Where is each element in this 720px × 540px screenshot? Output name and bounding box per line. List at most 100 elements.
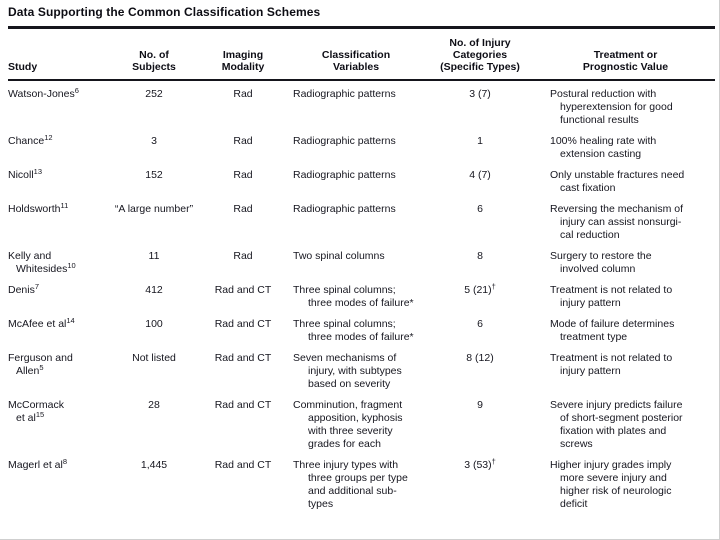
study-name: Denis xyxy=(8,284,35,296)
study-cell: Nicoll13 xyxy=(8,167,110,203)
modality-cell: Rad and CT xyxy=(214,352,272,364)
classification-cell: Seven mechanisms of injury, with subtype… xyxy=(293,352,402,390)
classification-cell: Two spinal columns xyxy=(293,250,385,262)
study-name: Kelly and Whitesides xyxy=(8,250,68,275)
study-cell: Kelly and Whitesides10 xyxy=(8,250,110,284)
categories-value: 8 (12) xyxy=(466,352,494,364)
subjects-cell: 100 xyxy=(145,318,163,330)
treatment-cell: Treatment is not related to injury patte… xyxy=(550,352,673,377)
categories-value: 6 xyxy=(477,203,483,215)
treatment-cell: Postural reduction with hyperextension f… xyxy=(550,88,673,126)
study-name: Holdsworth xyxy=(8,203,61,215)
modality-cell: Rad xyxy=(233,250,253,262)
treatment-cell: Mode of failure determines treatment typ… xyxy=(550,318,675,343)
classification-cell: Radiographic patterns xyxy=(293,203,396,215)
categories-cell: 4 (7) xyxy=(424,169,536,203)
treatment-cell: Surgery to restore the involved column xyxy=(550,250,652,275)
subjects-cell: 11 xyxy=(148,250,160,262)
table-row: Holdsworth11 “A large number” Rad Radiograp… xyxy=(8,201,715,250)
table-row: Chance12 3 Rad Radiographic patterns 1 100% h… xyxy=(8,133,715,169)
study-name: Watson-Jones xyxy=(8,88,75,100)
modality-cell: Rad and CT xyxy=(214,399,272,411)
categories-value: 3 (7) xyxy=(469,88,491,100)
subjects-cell: 28 xyxy=(148,399,160,411)
subjects-cell: “A large number” xyxy=(114,203,194,215)
study-ref: 11 xyxy=(60,201,69,210)
table-row: Kelly and Whitesides10 11 Rad Two spinal co… xyxy=(8,250,715,284)
table-row: Watson-Jones6 252 Rad Radiographic patterns… xyxy=(8,80,715,135)
study-ref: 15 xyxy=(35,410,45,419)
subjects-cell: Not listed xyxy=(132,352,176,364)
treatment-cell: Treatment is not related to injury patte… xyxy=(550,284,673,309)
categories-value: 6 xyxy=(477,318,483,330)
table-row: Magerl et al8 1,445 Rad and CT Three injury… xyxy=(8,457,715,519)
categories-ref: † xyxy=(491,457,496,466)
study-name: Magerl et al xyxy=(8,459,63,471)
categories-cell: 6 xyxy=(424,318,536,352)
col-header-treatment: Treatment or Prognostic Value xyxy=(536,29,715,81)
categories-value: 8 xyxy=(477,250,483,262)
subjects-cell: 1,445 xyxy=(140,459,168,471)
table-row: Denis7 412 Rad and CT Three spinal columns;… xyxy=(8,282,715,318)
col-header-classification: Classification Variables xyxy=(288,29,424,81)
study-cell: Watson-Jones6 xyxy=(8,80,110,135)
study-name: McCormack et al xyxy=(8,399,65,424)
treatment-cell: Severe injury predicts failure of short-… xyxy=(550,399,683,450)
categories-value: 9 xyxy=(477,399,483,411)
categories-cell: 3 (53)† xyxy=(424,457,536,519)
classification-cell: Radiographic patterns xyxy=(293,88,396,100)
modality-cell: Rad and CT xyxy=(214,318,272,330)
categories-value: 1 xyxy=(477,135,483,147)
study-cell: Denis7 xyxy=(8,282,110,318)
categories-cell: 5 (21)† xyxy=(424,283,536,318)
study-ref: 13 xyxy=(33,167,43,176)
table-row: McAfee et al14 100 Rad and CT Three spinal … xyxy=(8,316,715,352)
treatment-cell: Only unstable fractures need cast fixati… xyxy=(550,169,685,194)
modality-cell: Rad xyxy=(233,135,253,147)
table-row: Nicoll13 152 Rad Radiographic patterns 4 (7)… xyxy=(8,167,715,203)
study-name: McAfee et al xyxy=(8,318,67,330)
col-header-subjects: No. of Subjects xyxy=(110,29,198,81)
study-ref: 5 xyxy=(39,363,44,372)
study-ref: 12 xyxy=(44,133,53,142)
classification-cell: Three spinal columns; three modes of fai… xyxy=(293,318,414,343)
classification-cell: Comminution, fragment apposition, kyphos… xyxy=(293,399,403,450)
study-name: Ferguson and Allen xyxy=(8,352,73,377)
study-cell: Ferguson and Allen5 xyxy=(8,352,110,399)
classification-cell: Three spinal columns; three modes of fai… xyxy=(293,284,414,309)
classification-cell: Radiographic patterns xyxy=(293,135,396,147)
categories-cell: 3 (7) xyxy=(424,80,536,135)
col-header-categories: No. of Injury Categories (Specific Types… xyxy=(424,29,536,81)
modality-cell: Rad xyxy=(233,203,253,215)
study-ref: 6 xyxy=(74,86,79,95)
study-ref: 14 xyxy=(66,316,75,325)
treatment-cell: Reversing the mechanism of injury can as… xyxy=(550,203,684,241)
modality-cell: Rad xyxy=(233,88,253,100)
study-ref: 8 xyxy=(62,457,68,466)
categories-cell: 9 xyxy=(424,399,536,459)
modality-cell: Rad and CT xyxy=(214,284,272,296)
categories-cell: 6 xyxy=(424,203,536,250)
study-name: Nicoll xyxy=(8,169,34,181)
subjects-cell: 3 xyxy=(151,135,157,147)
classification-cell: Radiographic patterns xyxy=(293,169,396,181)
study-ref: 10 xyxy=(67,261,76,270)
table-title: Data Supporting the Common Classificatio… xyxy=(8,5,321,19)
categories-value: 4 (7) xyxy=(469,169,491,181)
modality-cell: Rad and CT xyxy=(214,459,272,471)
classification-table: Study No. of Subjects Imaging Modality C… xyxy=(8,29,715,519)
subjects-cell: 152 xyxy=(145,169,163,181)
header-row: Study No. of Subjects Imaging Modality C… xyxy=(8,29,715,81)
categories-cell: 1 xyxy=(424,135,536,169)
study-ref: 7 xyxy=(34,282,40,291)
categories-cell: 8 xyxy=(424,250,536,284)
categories-cell: 8 (12) xyxy=(424,352,536,399)
study-cell: McAfee et al14 xyxy=(8,316,110,352)
table-row: McCormack et al15 28 Rad and CT Comminution… xyxy=(8,399,715,459)
treatment-cell: Higher injury grades imply more severe i… xyxy=(550,459,672,510)
col-header-study: Study xyxy=(8,29,110,81)
subjects-cell: 252 xyxy=(145,88,163,100)
study-name: Chance xyxy=(8,135,45,147)
study-cell: McCormack et al15 xyxy=(8,399,110,459)
